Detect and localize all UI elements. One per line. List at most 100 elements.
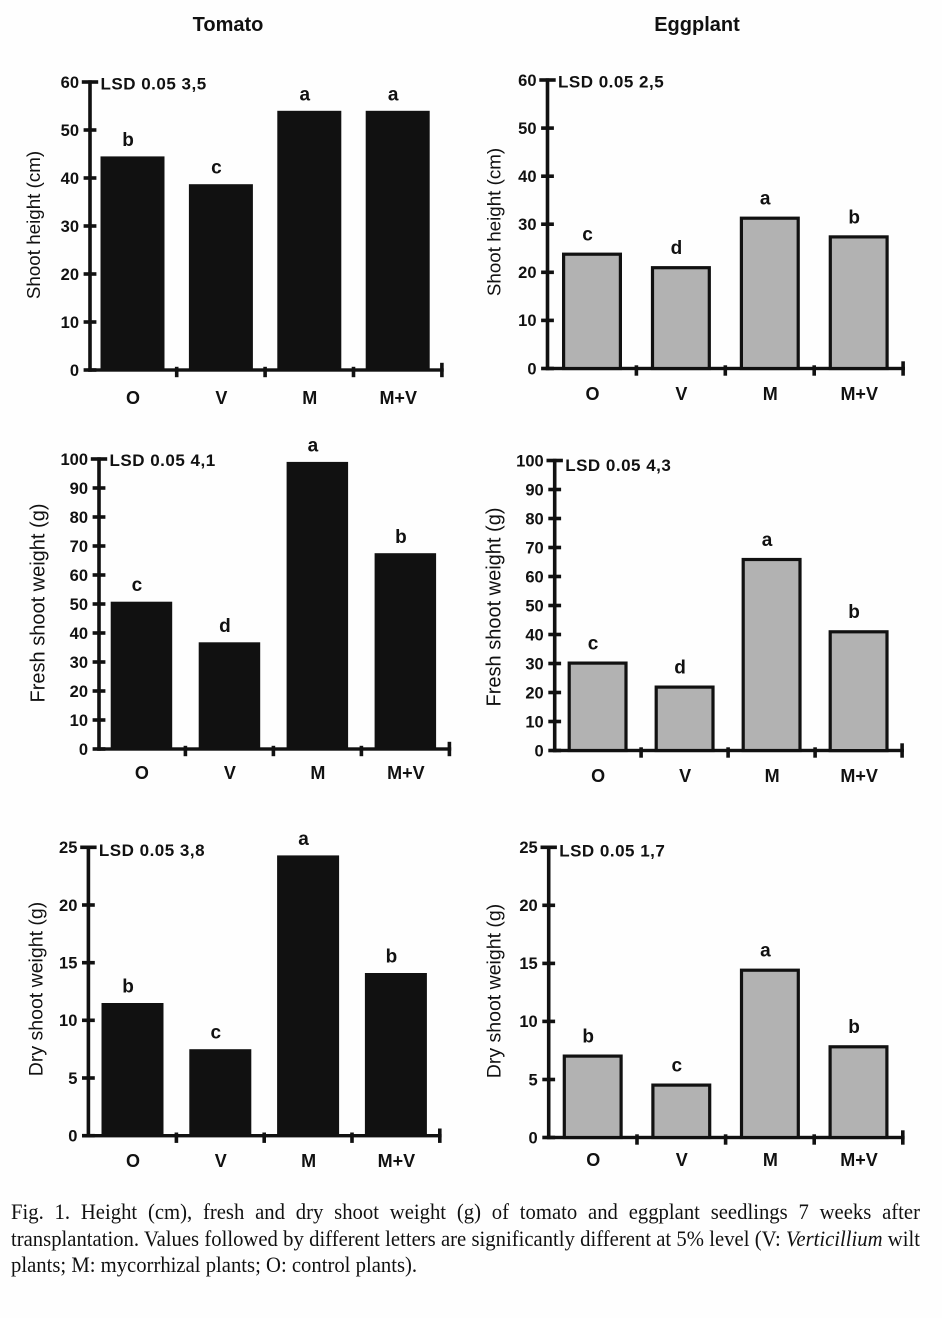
svg-text:30: 30 (518, 216, 536, 234)
svg-text:O: O (135, 763, 149, 783)
svg-text:M: M (765, 766, 780, 786)
svg-text:d: d (219, 616, 231, 637)
svg-text:d: d (674, 658, 686, 679)
svg-text:90: 90 (525, 481, 543, 499)
svg-text:c: c (582, 225, 593, 246)
svg-text:20: 20 (518, 264, 536, 282)
svg-text:100: 100 (516, 452, 544, 470)
svg-text:40: 40 (61, 170, 79, 188)
svg-text:LSD 0.05 2,5: LSD 0.05 2,5 (558, 73, 664, 92)
svg-text:Shoot height (cm): Shoot height (cm) (483, 148, 504, 296)
svg-text:LSD 0.05 1,7: LSD 0.05 1,7 (559, 842, 665, 861)
svg-text:V: V (676, 1150, 688, 1170)
svg-text:Dry shoot weight (g): Dry shoot weight (g) (484, 904, 506, 1078)
svg-text:c: c (672, 1056, 683, 1077)
svg-text:30: 30 (61, 218, 79, 236)
svg-text:M: M (763, 1150, 778, 1170)
svg-text:5: 5 (68, 1070, 77, 1088)
svg-text:a: a (308, 435, 319, 456)
svg-text:M+V: M+V (387, 763, 425, 783)
svg-text:M: M (310, 763, 325, 783)
svg-text:20: 20 (61, 266, 79, 284)
svg-text:60: 60 (518, 72, 536, 90)
svg-text:10: 10 (525, 713, 543, 731)
svg-text:a: a (388, 84, 399, 105)
svg-text:10: 10 (70, 712, 88, 730)
svg-text:5: 5 (529, 1071, 538, 1089)
svg-text:30: 30 (70, 654, 88, 672)
svg-text:10: 10 (519, 1013, 537, 1031)
svg-text:60: 60 (525, 568, 543, 586)
svg-text:b: b (848, 1017, 860, 1038)
svg-text:M: M (302, 388, 317, 408)
svg-text:40: 40 (70, 625, 88, 643)
svg-text:15: 15 (59, 955, 77, 973)
svg-text:0: 0 (529, 1129, 538, 1147)
svg-text:O: O (585, 384, 599, 404)
svg-text:30: 30 (525, 655, 543, 673)
svg-text:a: a (300, 84, 311, 105)
svg-text:60: 60 (70, 567, 88, 585)
svg-text:90: 90 (70, 480, 88, 498)
svg-text:a: a (760, 941, 771, 962)
svg-text:O: O (126, 388, 140, 408)
svg-text:LSD 0.05 4,1: LSD 0.05 4,1 (110, 451, 216, 470)
svg-text:M+V: M+V (378, 1151, 416, 1171)
svg-text:d: d (671, 238, 683, 259)
svg-text:M: M (763, 384, 778, 404)
svg-text:80: 80 (70, 509, 88, 527)
svg-text:0: 0 (70, 362, 79, 380)
svg-text:b: b (848, 602, 860, 623)
svg-text:Dry shoot weight (g): Dry shoot weight (g) (25, 902, 47, 1076)
svg-text:0: 0 (68, 1128, 77, 1146)
svg-text:M+V: M+V (840, 384, 878, 404)
svg-text:25: 25 (59, 839, 77, 857)
svg-text:LSD 0.05 4,3: LSD 0.05 4,3 (565, 456, 671, 475)
svg-text:10: 10 (59, 1012, 77, 1030)
svg-text:b: b (386, 947, 398, 968)
svg-text:b: b (848, 207, 860, 228)
svg-text:40: 40 (518, 168, 536, 186)
svg-text:70: 70 (525, 539, 543, 557)
svg-text:60: 60 (61, 74, 79, 92)
svg-text:20: 20 (70, 683, 88, 701)
svg-text:0: 0 (535, 742, 544, 760)
svg-text:V: V (215, 1151, 227, 1171)
svg-text:Shoot height (cm): Shoot height (cm) (23, 151, 44, 299)
svg-text:Fresh shoot weight (g): Fresh shoot weight (g) (27, 504, 49, 703)
svg-text:Tomato: Tomato (193, 14, 264, 36)
svg-text:a: a (760, 189, 771, 210)
svg-text:a: a (762, 530, 773, 551)
svg-text:80: 80 (525, 510, 543, 528)
svg-text:40: 40 (525, 626, 543, 644)
svg-text:c: c (211, 1023, 222, 1044)
svg-text:O: O (126, 1151, 140, 1171)
svg-text:M+V: M+V (379, 388, 417, 408)
svg-text:M+V: M+V (840, 766, 878, 786)
svg-text:50: 50 (70, 596, 88, 614)
svg-text:V: V (675, 384, 687, 404)
svg-text:50: 50 (518, 120, 536, 138)
svg-text:70: 70 (70, 538, 88, 556)
svg-text:100: 100 (60, 451, 88, 469)
svg-text:c: c (132, 575, 143, 596)
svg-text:15: 15 (519, 955, 537, 973)
svg-text:b: b (395, 527, 407, 548)
svg-text:V: V (224, 763, 236, 783)
svg-text:V: V (215, 388, 227, 408)
svg-text:25: 25 (519, 839, 537, 857)
svg-text:Eggplant: Eggplant (654, 14, 740, 36)
svg-text:c: c (588, 634, 599, 655)
svg-text:M: M (301, 1151, 316, 1171)
svg-text:20: 20 (525, 684, 543, 702)
svg-text:Fresh shoot weight (g): Fresh shoot weight (g) (483, 508, 505, 707)
svg-text:b: b (582, 1027, 594, 1048)
svg-text:M+V: M+V (840, 1150, 878, 1170)
svg-text:b: b (122, 977, 134, 998)
svg-text:O: O (586, 1150, 600, 1170)
svg-text:50: 50 (525, 597, 543, 615)
svg-text:LSD 0.05 3,5: LSD 0.05 3,5 (101, 74, 207, 93)
svg-text:c: c (211, 158, 222, 179)
svg-text:20: 20 (519, 897, 537, 915)
svg-text:50: 50 (61, 122, 79, 140)
